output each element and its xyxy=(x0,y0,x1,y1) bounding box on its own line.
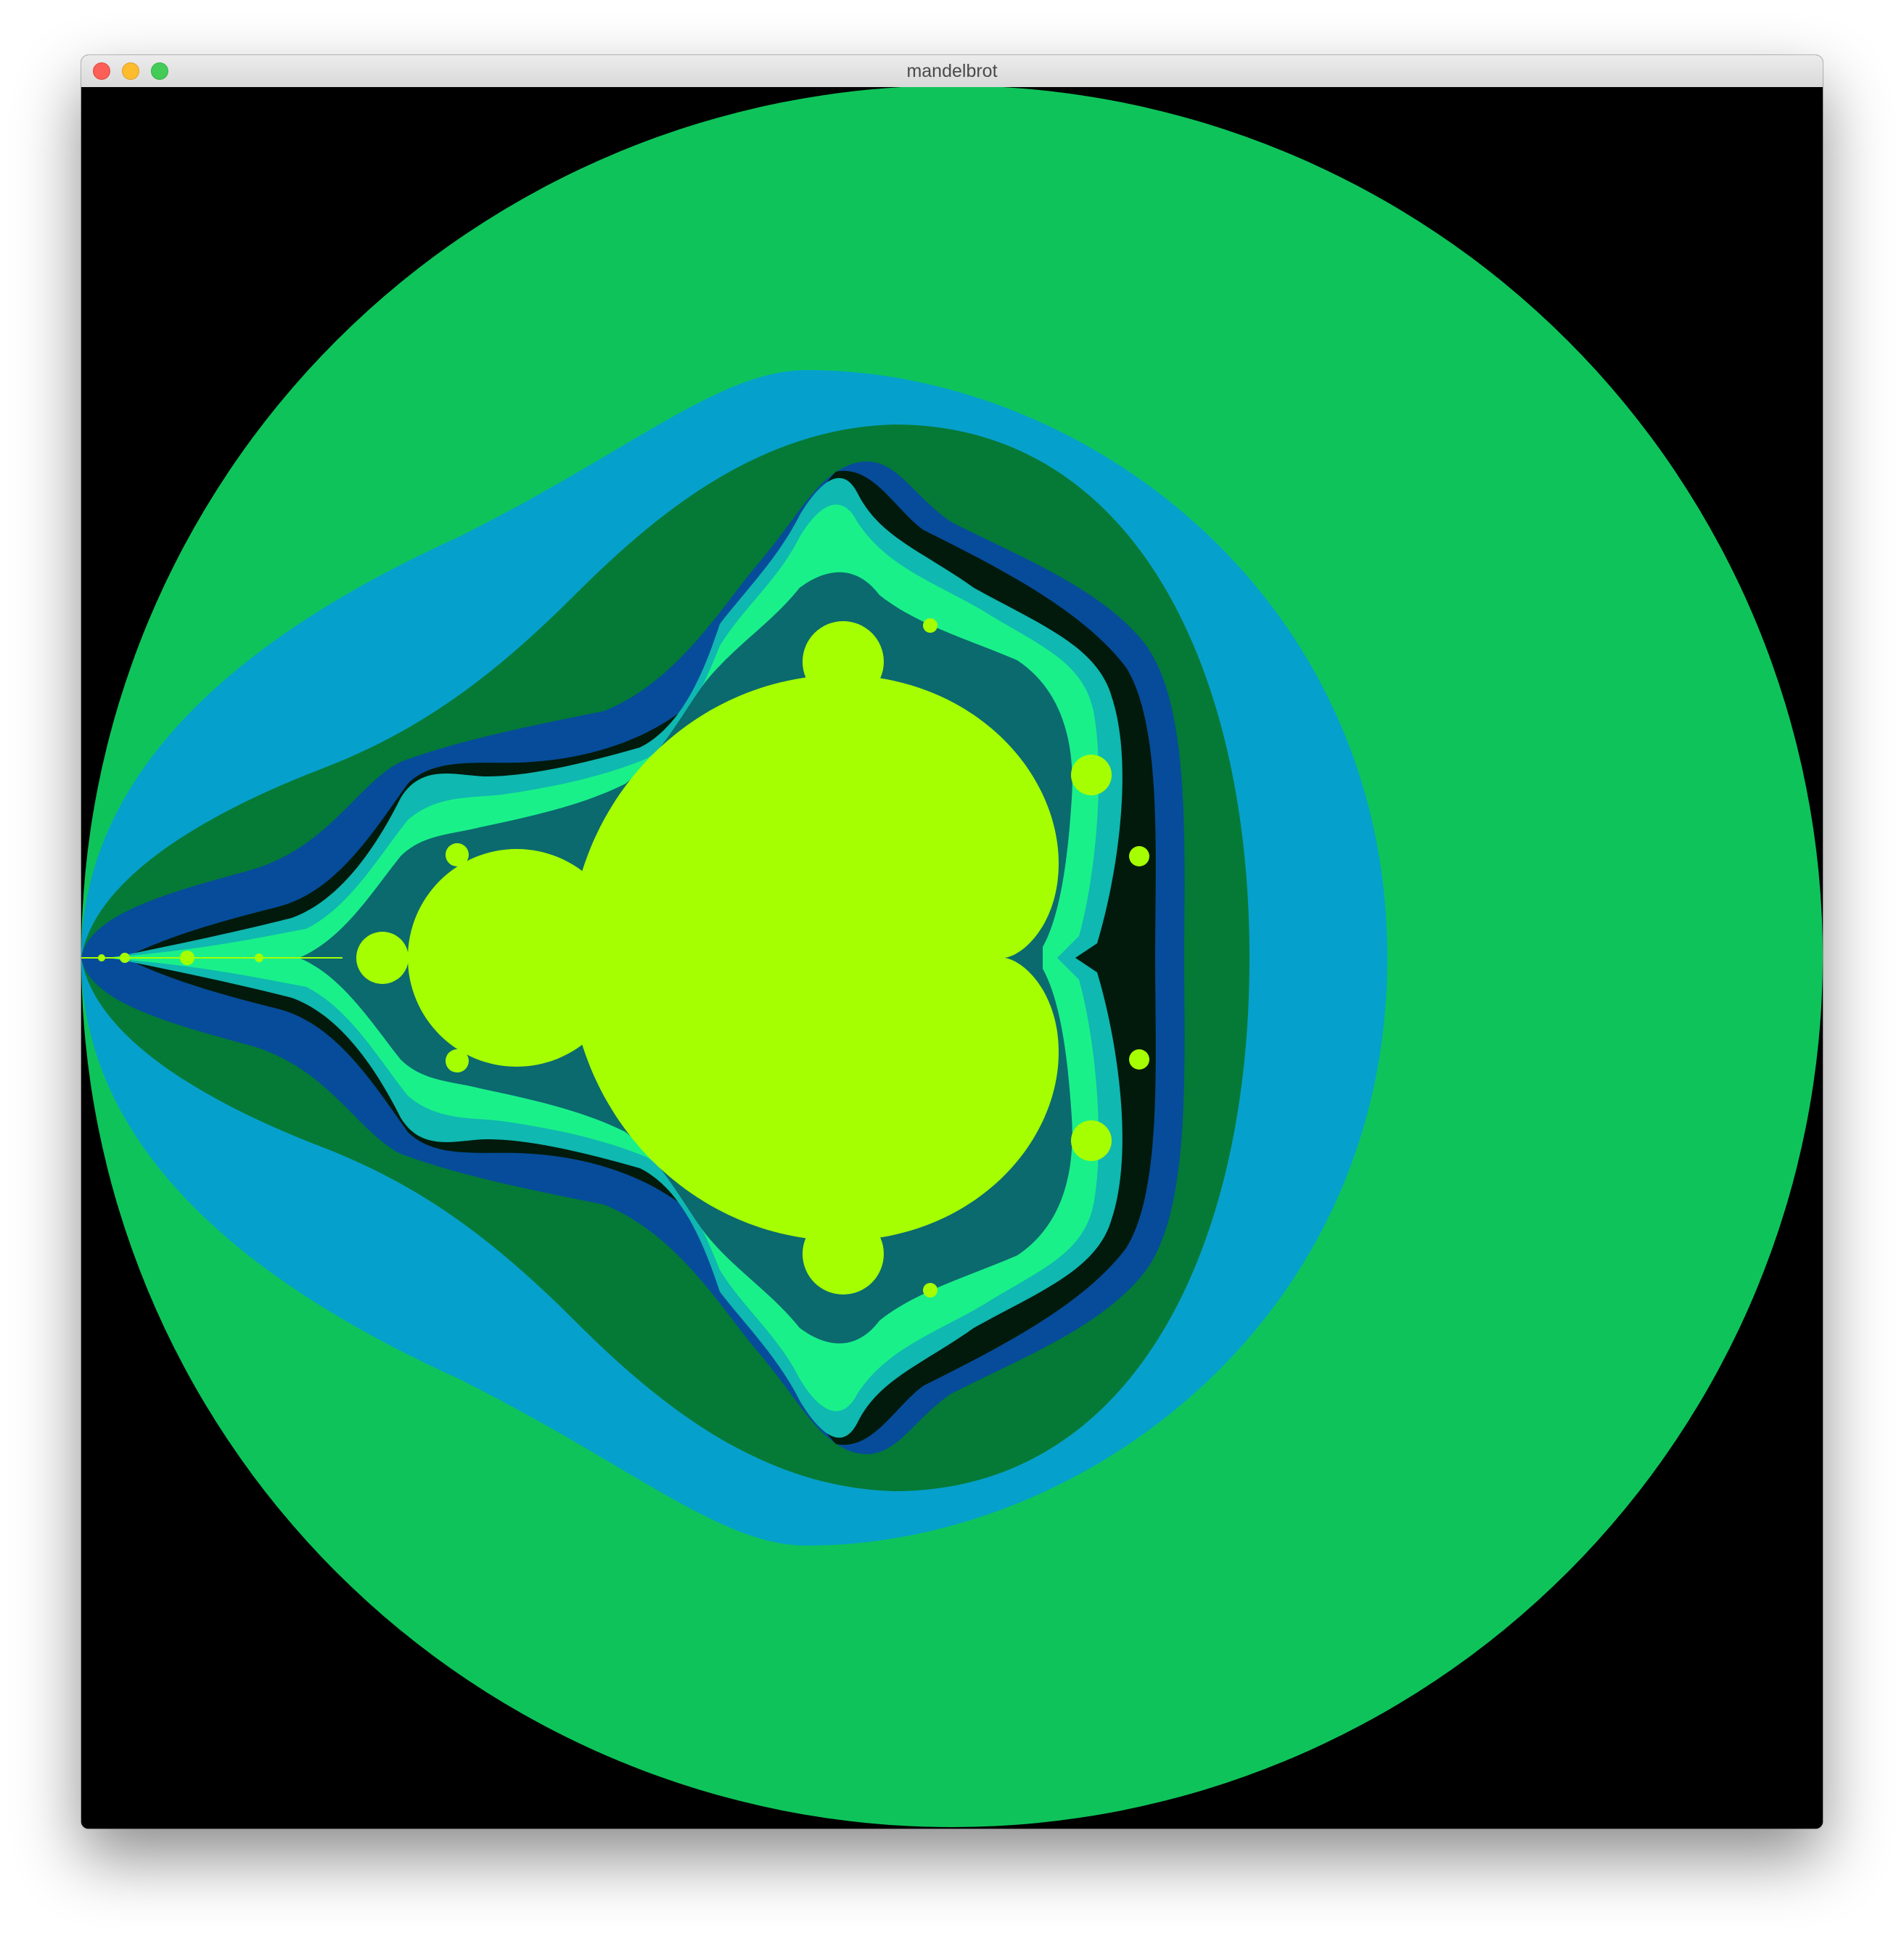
period2-bulb xyxy=(408,849,625,1067)
fractal-canvas[interactable] xyxy=(81,87,1823,1829)
bulb-c xyxy=(713,746,751,784)
main-cardioid xyxy=(569,675,1059,1241)
period3-bulb-bottom xyxy=(803,1213,884,1295)
window-title: mandelbrot xyxy=(906,61,998,81)
period3-bulb-top xyxy=(803,621,884,702)
close-button[interactable] xyxy=(93,62,110,80)
mandelbrot-render xyxy=(81,87,1823,1829)
minimize-button[interactable] xyxy=(122,62,139,80)
bulb-f xyxy=(446,1049,469,1072)
bulb-a xyxy=(1071,755,1112,795)
app-window: mandelbrot xyxy=(81,55,1823,1829)
set-interior xyxy=(98,618,1149,1297)
zoom-button[interactable] xyxy=(151,62,168,80)
bulb-j xyxy=(923,1283,937,1297)
bulb-g xyxy=(1129,846,1149,866)
title-bar[interactable]: mandelbrot xyxy=(81,55,1823,88)
period4-bulb xyxy=(356,932,409,984)
bulb-h xyxy=(1129,1049,1149,1070)
bulb-d xyxy=(713,1132,751,1170)
bulb-i xyxy=(923,618,937,633)
bulb-e xyxy=(446,843,469,866)
bulb-b xyxy=(1071,1120,1112,1161)
